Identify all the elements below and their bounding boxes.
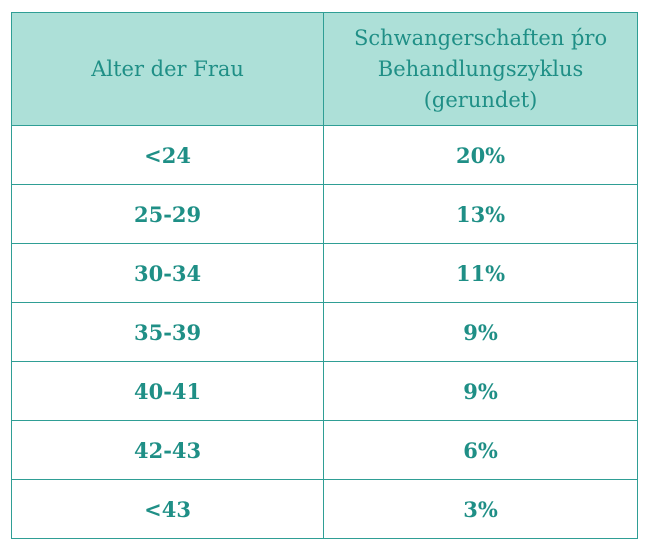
- rate-cell: 9%: [323, 361, 638, 421]
- rate-cell: 20%: [323, 125, 638, 185]
- rate-cell: 9%: [323, 302, 638, 362]
- header-age: Alter der Frau: [10, 12, 325, 126]
- age-cell: 30-34: [10, 243, 325, 303]
- table-header: Alter der Frau Schwangerschaften ṕro Beh…: [10, 12, 638, 126]
- rate-cell: 6%: [323, 420, 638, 480]
- age-cell: 40-41: [10, 361, 325, 421]
- age-cell: <24: [10, 125, 325, 185]
- header-rate: Schwangerschaften ṕro Behandlungszyklus …: [323, 12, 638, 126]
- table-row: 25-29 13%: [10, 184, 638, 244]
- rate-cell: 11%: [323, 243, 638, 303]
- rate-cell: 3%: [323, 479, 638, 539]
- table-body: <24 20% 25-29 13% 30-34 11% 35-39 9% 40-…: [10, 125, 638, 539]
- table-row: 35-39 9%: [10, 302, 638, 362]
- header-row: Alter der Frau Schwangerschaften ṕro Beh…: [10, 12, 638, 126]
- header-age-label: Alter der Frau: [91, 56, 244, 81]
- table-row: <43 3%: [10, 479, 638, 539]
- table-row: 40-41 9%: [10, 361, 638, 421]
- table-row: <24 20%: [10, 125, 638, 185]
- age-cell: <43: [10, 479, 325, 539]
- age-cell: 42-43: [10, 420, 325, 480]
- header-rate-label: Schwangerschaften ṕro Behandlungszyklus …: [353, 25, 608, 112]
- table-row: 42-43 6%: [10, 420, 638, 480]
- age-cell: 25-29: [10, 184, 325, 244]
- pregnancy-rate-table: Alter der Frau Schwangerschaften ṕro Beh…: [10, 12, 638, 539]
- rate-cell: 13%: [323, 184, 638, 244]
- table-row: 30-34 11%: [10, 243, 638, 303]
- age-cell: 35-39: [10, 302, 325, 362]
